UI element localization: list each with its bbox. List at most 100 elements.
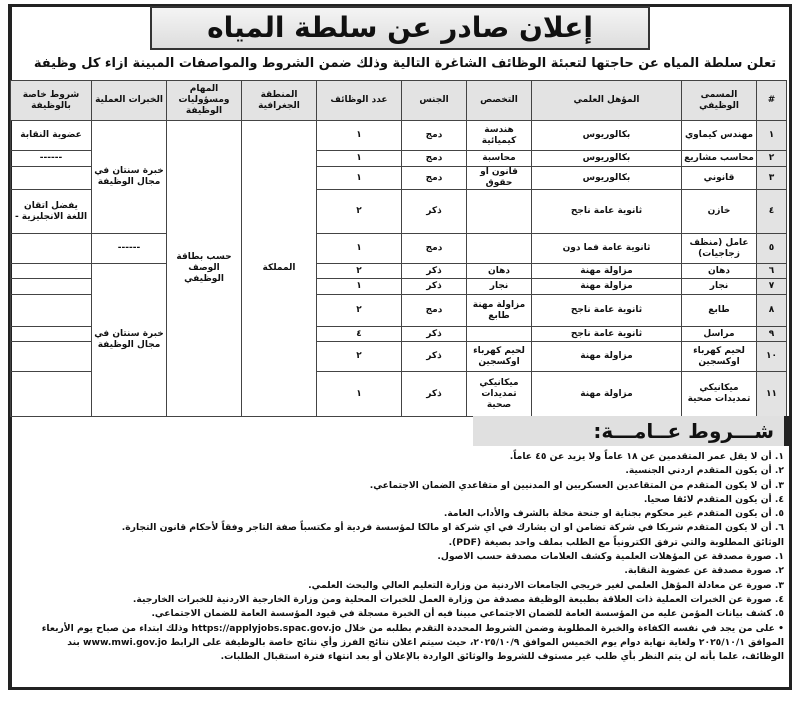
table-row: ٦ دهان مزاولة مهنة دهان ذكر ٢ خبرة سنتان في مج… bbox=[10, 263, 787, 417]
job-title: ميكانيكي تمديدات صحية bbox=[681, 371, 757, 417]
experience: خبرة سنتان في مجال الوظيفة bbox=[91, 263, 167, 417]
condition-line: الوثائق المطلوبة والتي ترفق الكترونياً م… bbox=[448, 536, 784, 548]
conditions-heading: شـــروط عــامـــة: bbox=[473, 416, 790, 446]
column-header: التخصص bbox=[466, 80, 532, 121]
specialization bbox=[466, 233, 532, 264]
column-header: الخبرات العملية bbox=[91, 80, 167, 121]
job-title: مهندس كيماوي bbox=[681, 120, 757, 151]
table-header-row: # المسمى الوظيفي المؤهل العلمي التخصص الجنس ع… bbox=[10, 80, 787, 121]
gender: دمج bbox=[401, 294, 467, 327]
special-conditions bbox=[10, 371, 92, 417]
page-title: إعلان صادر عن سلطة المياه bbox=[150, 6, 650, 50]
qualification: بكالوريوس bbox=[531, 166, 682, 190]
positions-count: ٢ bbox=[316, 341, 402, 372]
gender: ذكر bbox=[401, 326, 467, 342]
conditions-list: ١. أن لا يقل عمر المتقدمين عن ١٨ عاماً و… bbox=[10, 450, 790, 664]
condition-line: ٦. أن لا يكون المتقدم شريكا في شركة تضام… bbox=[121, 522, 784, 534]
specialization: محاسبة bbox=[466, 150, 532, 167]
column-header: المسمى الوظيفي bbox=[681, 80, 757, 121]
special-conditions bbox=[10, 233, 92, 264]
table-row: ٧ نجار مزاولة مهنة نجار ذكر ١ bbox=[10, 278, 787, 295]
job-title: قانوني bbox=[681, 166, 757, 190]
positions-count: ١ bbox=[316, 150, 402, 167]
qualification: ثانوية عامة ناجح bbox=[531, 294, 682, 327]
special-conditions: عضوية النقابة bbox=[10, 120, 92, 151]
job-title: خازن bbox=[681, 189, 757, 234]
special-conditions bbox=[10, 278, 92, 295]
positions-count: ٢ bbox=[316, 189, 402, 234]
row-number: ١٠ bbox=[756, 341, 787, 372]
column-header: المنطقة الجغرافية bbox=[241, 80, 317, 121]
special-conditions bbox=[10, 166, 92, 190]
table-row: ٣ قانوني بكالوريوس قانون او حقوق دمج ١ bbox=[10, 166, 787, 190]
job-title: لحيم كهرباء اوكسجين bbox=[681, 341, 757, 372]
gender: ذكر bbox=[401, 371, 467, 417]
qualification: مزاولة مهنة bbox=[531, 341, 682, 372]
special-conditions: ------ bbox=[10, 150, 92, 167]
gender: دمج bbox=[401, 150, 467, 167]
general-conditions: شـــروط عــامـــة: ١. أن لا يقل عمر المت… bbox=[10, 412, 790, 664]
row-number: ٢ bbox=[756, 150, 787, 167]
column-header: الجنس bbox=[401, 80, 467, 121]
positions-count: ١ bbox=[316, 233, 402, 264]
special-conditions: يفضل اتقان اللغة الانجليزية - bbox=[10, 189, 92, 234]
table-row: ٤ خازن ثانوية عامة ناجح ذكر ٢ يفضل اتقان اللغ… bbox=[10, 189, 787, 234]
specialization: قانون او حقوق bbox=[466, 166, 532, 190]
positions-count: ١ bbox=[316, 166, 402, 190]
specialization: لحيم كهرباء اوكسجين bbox=[466, 341, 532, 372]
qualification: مزاولة مهنة bbox=[531, 263, 682, 279]
gender: ذكر bbox=[401, 189, 467, 234]
qualification: ثانوية عامة ناجح bbox=[531, 189, 682, 234]
special-conditions bbox=[10, 341, 92, 372]
experience: ------ bbox=[91, 233, 167, 264]
column-header: المهام ومسؤوليات الوظيفة bbox=[166, 80, 242, 121]
specialization: نجار bbox=[466, 278, 532, 295]
specialization: مزاولة مهنة طابع bbox=[466, 294, 532, 327]
table-row: ١ مهندس كيماوي بكالوريوس هندسة كيميائية دمج ١… bbox=[10, 120, 787, 417]
column-header: شروط خاصة بالوظيفة bbox=[10, 80, 92, 121]
job-title: نجار bbox=[681, 278, 757, 295]
positions-count: ٢ bbox=[316, 294, 402, 327]
condition-line: ٤. صورة عن الخبرات العملية ذات العلاقة ب… bbox=[132, 593, 784, 605]
subtitle: تعلن سلطة المياه عن حاجتها لتعبئة الوظائ… bbox=[33, 56, 777, 71]
column-header: المؤهل العلمي bbox=[531, 80, 682, 121]
condition-line: ٣. صورة عن معادلة المؤهل العلمي لغير خري… bbox=[308, 579, 784, 591]
row-number: ١ bbox=[756, 120, 787, 151]
specialization: دهان bbox=[466, 263, 532, 279]
region: المملكة bbox=[241, 120, 317, 417]
qualification: بكالوريوس bbox=[531, 120, 682, 151]
gender: دمج bbox=[401, 166, 467, 190]
positions-count: ٤ bbox=[316, 326, 402, 342]
positions-count: ٢ bbox=[316, 263, 402, 279]
specialization bbox=[466, 326, 532, 342]
condition-line: ٥. كشف بيانات المؤمن عليه من المؤسسة الع… bbox=[151, 608, 784, 620]
condition-line: الموافق ٢٠٢٥/١٠/١ ولغاية نهاية دوام يوم … bbox=[67, 636, 784, 648]
condition-line: ٢. صورة مصدقة عن عضوية النقابة. bbox=[624, 565, 784, 577]
positions-count: ١ bbox=[316, 278, 402, 295]
job-title: مراسل bbox=[681, 326, 757, 342]
jobs-table: # المسمى الوظيفي المؤهل العلمي التخصص الجنس ع… bbox=[10, 80, 787, 417]
qualification: مزاولة مهنة bbox=[531, 371, 682, 417]
condition-line: ١. أن لا يقل عمر المتقدمين عن ١٨ عاماً و… bbox=[509, 451, 784, 462]
specialization: هندسة كيميائية bbox=[466, 120, 532, 151]
special-conditions bbox=[10, 294, 92, 327]
special-conditions bbox=[10, 326, 92, 342]
qualification: مزاولة مهنة bbox=[531, 278, 682, 295]
specialization: ميكانيكي تمديدات صحية bbox=[466, 371, 532, 417]
job-title: دهان bbox=[681, 263, 757, 279]
qualification: ثانوية عامة فما دون bbox=[531, 233, 682, 264]
job-title: محاسب مشاريع bbox=[681, 150, 757, 167]
row-number: ٦ bbox=[756, 263, 787, 279]
row-number: ١١ bbox=[756, 371, 787, 417]
gender: ذكر bbox=[401, 341, 467, 372]
qualification: بكالوريوس bbox=[531, 150, 682, 167]
specialization bbox=[466, 189, 532, 234]
condition-line: • على من يجد في نفسه الكفاءة والخبرة الم… bbox=[41, 622, 784, 634]
table-row: ١١ ميكانيكي تمديدات صحية مزاولة مهنة ميكاني… bbox=[10, 371, 787, 417]
table-row: ٥ عامل (منظف زجاجيات) ثانوية عامة فما دون د… bbox=[10, 233, 787, 264]
column-header: # bbox=[756, 80, 787, 121]
column-header: عدد الوظائف bbox=[316, 80, 402, 121]
tasks: حسب بطاقة الوصف الوظيفي bbox=[166, 120, 242, 417]
gender: دمج bbox=[401, 120, 467, 151]
condition-line: ١. صورة مصدقة عن المؤهلات العلمية وكشف ا… bbox=[437, 551, 784, 563]
